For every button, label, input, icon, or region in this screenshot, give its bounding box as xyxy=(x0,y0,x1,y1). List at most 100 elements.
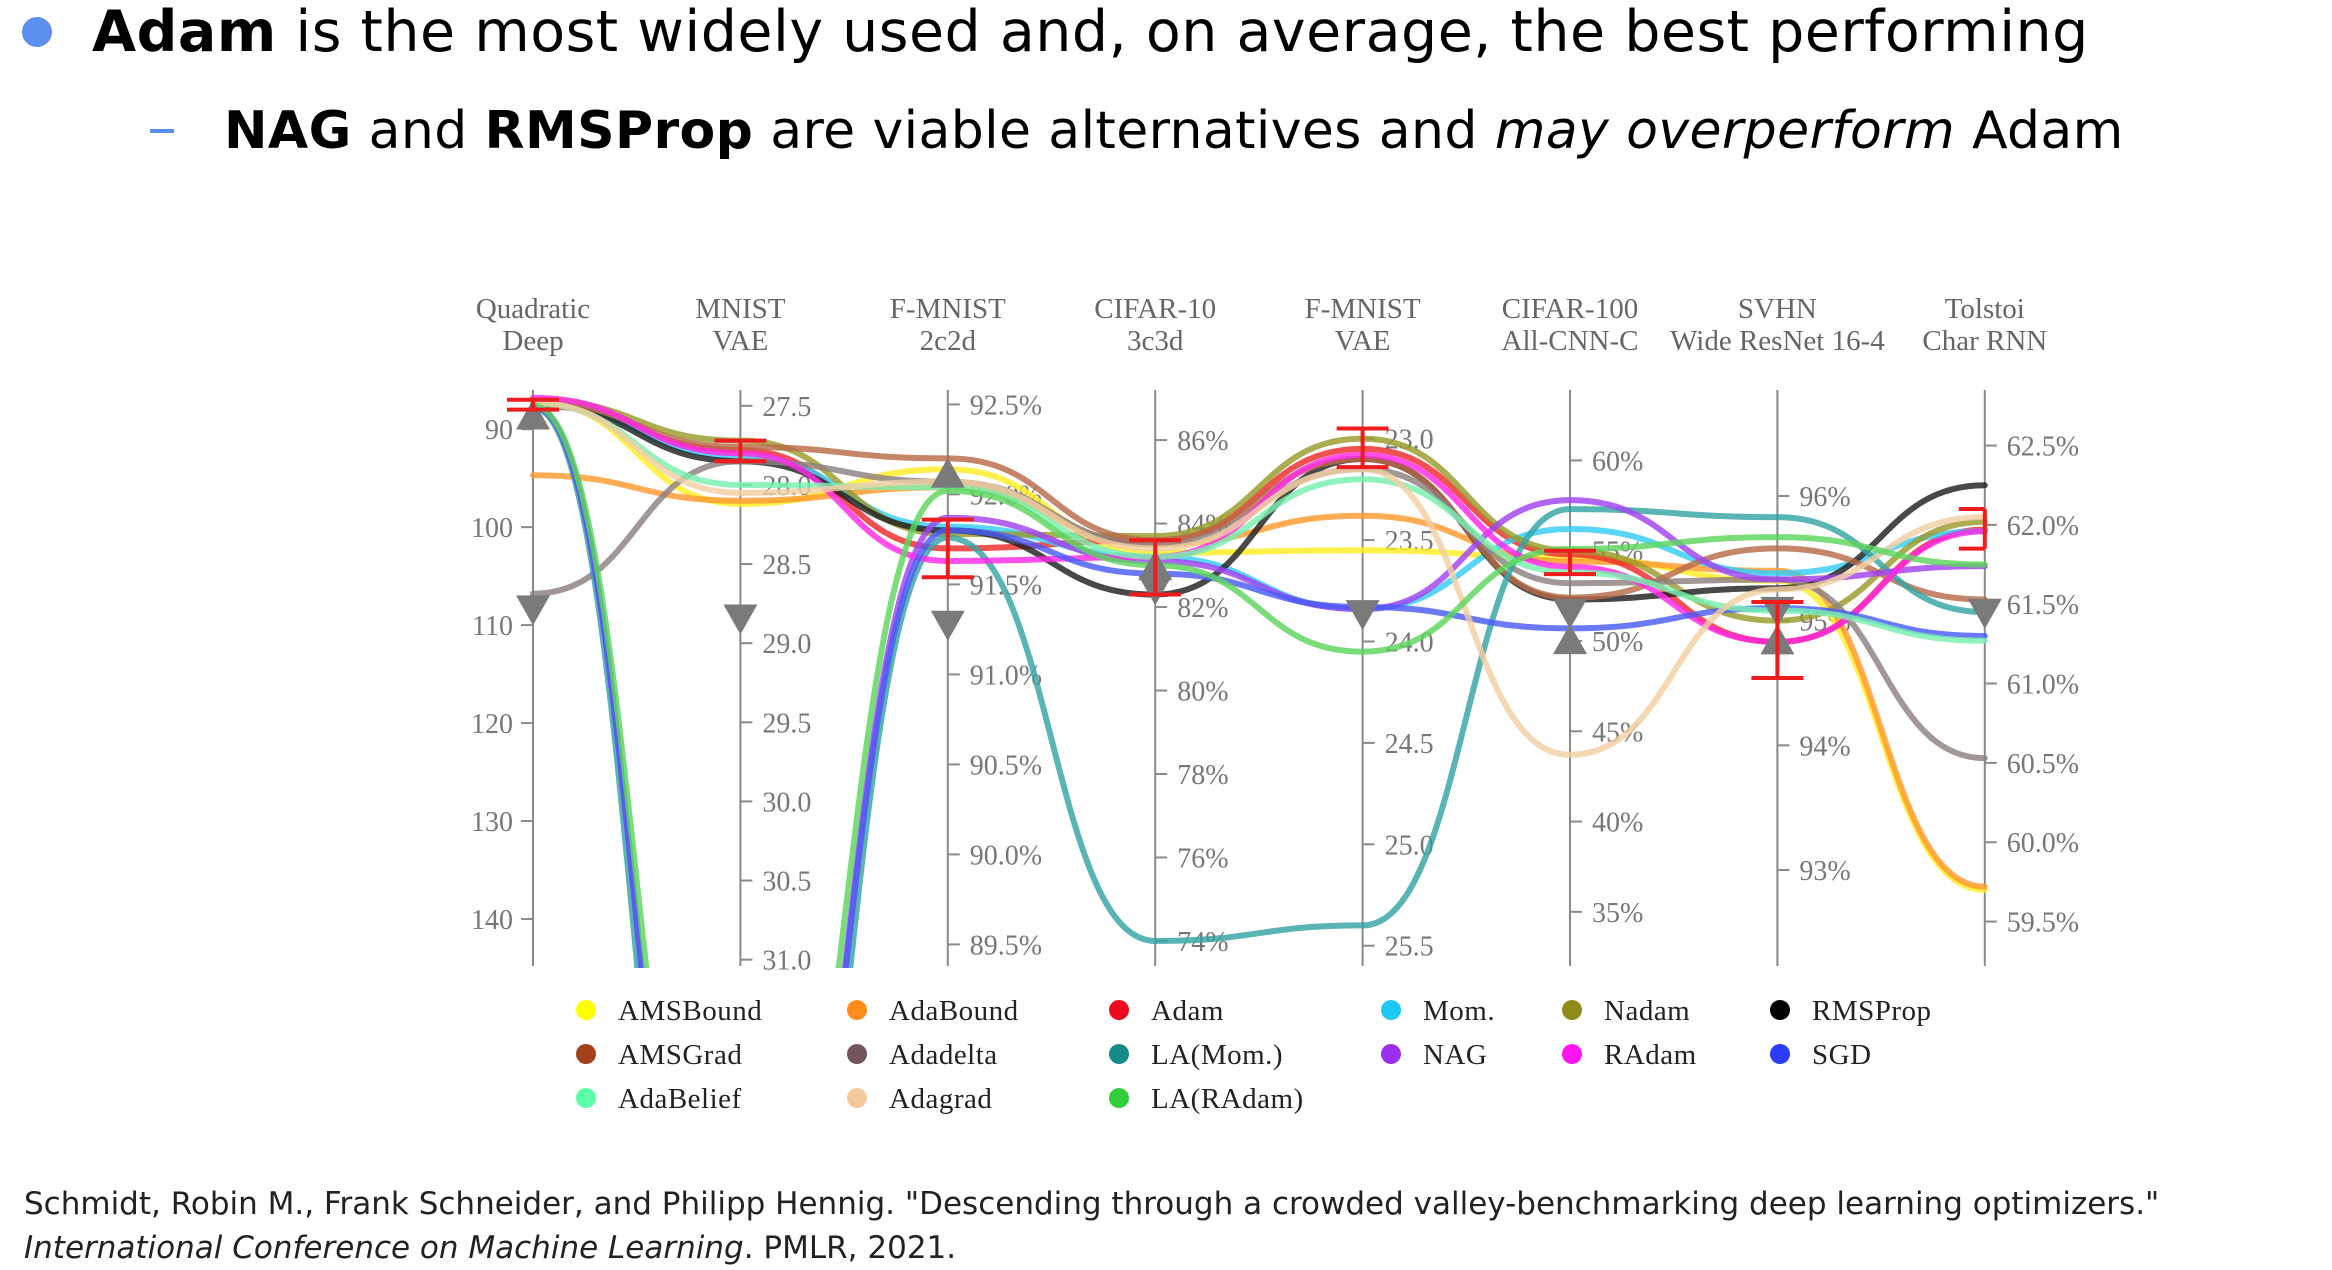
legend-swatch-icon xyxy=(1109,1000,1129,1020)
legend-swatch-icon xyxy=(1562,1044,1582,1064)
bullet-sub: NAG and RMSProp are viable alternatives … xyxy=(150,96,2124,166)
worst-marker-triangle xyxy=(723,604,758,635)
tick-label: 61.0% xyxy=(2007,670,2079,701)
axis-title: CIFAR-100 xyxy=(1502,293,1638,325)
worst-marker-triangle xyxy=(930,610,965,641)
tick-label: 130 xyxy=(471,807,513,838)
series-lines xyxy=(530,394,1988,968)
bullet-sub-and: and xyxy=(351,101,485,161)
worst-marker-triangle xyxy=(1553,598,1587,629)
bullet-main-rest: is the most widely used and, on average,… xyxy=(276,0,2089,65)
tick-label: 78% xyxy=(1177,760,1228,791)
legend-label: NAG xyxy=(1423,1039,1487,1071)
series-line-adagrad xyxy=(530,399,1988,758)
legend-label: Mom. xyxy=(1423,995,1495,1027)
axis-title: VAE xyxy=(1335,325,1391,357)
citation-line-2: International Conference on Machine Lear… xyxy=(24,1226,2159,1270)
legend-item: RMSProp xyxy=(1770,995,1932,1027)
bullet-sub-italic: may overperform xyxy=(1494,101,1956,161)
legend-item: RAdam xyxy=(1562,1039,1697,1071)
legend-swatch-icon xyxy=(576,1044,596,1064)
axis-title: Wide ResNet 16-4 xyxy=(1670,325,1885,357)
tick-label: 76% xyxy=(1177,843,1228,874)
legend-swatch-icon xyxy=(576,1088,596,1108)
tick-label: 89.5% xyxy=(970,930,1042,961)
tick-label: 29.0 xyxy=(762,629,811,660)
best-marker-triangle xyxy=(930,457,965,488)
tick-label: 24.5 xyxy=(1385,729,1434,760)
legend-label: AMSBound xyxy=(618,995,762,1027)
legend-item: Adagrad xyxy=(847,1083,992,1115)
legend-item: AMSBound xyxy=(576,995,762,1027)
tick-label: 100 xyxy=(471,513,513,544)
tick-label: 29.5 xyxy=(762,708,811,739)
legend-item: Adadelta xyxy=(847,1039,997,1071)
worst-marker-triangle xyxy=(516,595,550,626)
best-marker-triangle xyxy=(1553,624,1587,655)
legend-label: RMSProp xyxy=(1812,995,1932,1027)
tick-label: 120 xyxy=(471,709,513,740)
tick-label: 27.5 xyxy=(762,392,811,423)
tick-label: 59.5% xyxy=(2007,908,2079,939)
series-line-la-radam- xyxy=(530,402,1988,968)
series-line-la-mom- xyxy=(530,404,1988,968)
legend-item: AdaBound xyxy=(847,995,1019,1027)
axis-title: CIFAR-10 xyxy=(1094,293,1216,325)
legend-swatch-icon xyxy=(1770,1000,1790,1020)
tick-label: 82% xyxy=(1177,593,1228,624)
legend-label: LA(RAdam) xyxy=(1151,1083,1304,1115)
citation: Schmidt, Robin M., Frank Schneider, and … xyxy=(24,1182,2159,1270)
legend-swatch-icon xyxy=(1109,1088,1129,1108)
series-line-sgd xyxy=(530,403,1988,968)
tick-label: 90 xyxy=(485,415,513,446)
tick-label: 90.5% xyxy=(970,750,1042,781)
legend-label: AdaBelief xyxy=(618,1083,742,1115)
legend-label: Adagrad xyxy=(889,1083,992,1115)
legend-swatch-icon xyxy=(1381,1000,1401,1020)
legend-item: LA(RAdam) xyxy=(1109,1083,1304,1115)
tick-label: 92.5% xyxy=(970,390,1042,421)
legend-swatch-icon xyxy=(1562,1000,1582,1020)
tick-label: 28.5 xyxy=(762,550,811,581)
legend-label: AdaBound xyxy=(889,995,1019,1027)
bullet-sub-bold-rmsprop: RMSProp xyxy=(484,101,754,161)
legend-item: AMSGrad xyxy=(576,1039,742,1071)
tick-label: 80% xyxy=(1177,677,1228,708)
series-line-radam xyxy=(530,394,1988,645)
legend-label: AMSGrad xyxy=(618,1039,742,1071)
legend-item: Adam xyxy=(1109,995,1224,1027)
tick-label: 60% xyxy=(1592,446,1643,477)
legend-swatch-icon xyxy=(576,1000,596,1020)
axes-layer: QuadraticDeep90100110120130140MNISTVAE27… xyxy=(471,293,2079,977)
axis-title: MNIST xyxy=(695,293,786,325)
citation-publisher: . PMLR, 2021. xyxy=(743,1230,957,1266)
tick-label: 40% xyxy=(1592,808,1643,839)
axis-title: Quadratic xyxy=(476,293,590,325)
axis-title: F-MNIST xyxy=(890,293,1006,325)
tick-label: 62.5% xyxy=(2007,432,2079,463)
axis-title: Char RNN xyxy=(1922,325,2047,357)
tick-label: 62.0% xyxy=(2007,511,2079,542)
legend-swatch-icon xyxy=(1109,1044,1129,1064)
axis-title: Tolstoi xyxy=(1945,293,2025,325)
citation-line-1: Schmidt, Robin M., Frank Schneider, and … xyxy=(24,1186,2160,1222)
tick-label: 96% xyxy=(1799,482,1850,513)
legend-label: RAdam xyxy=(1604,1039,1697,1071)
tick-label: 35% xyxy=(1592,898,1643,929)
legend-item: LA(Mom.) xyxy=(1109,1039,1283,1071)
bullet-main-text: Adam is the most widely used and, on ave… xyxy=(92,0,2089,65)
legend-label: Adam xyxy=(1151,995,1224,1027)
tick-label: 61.5% xyxy=(2007,590,2079,621)
legend-item: SGD xyxy=(1770,1039,1871,1071)
axis-title: 3c3d xyxy=(1127,325,1184,357)
axis-title: F-MNIST xyxy=(1305,293,1421,325)
legend-label: Nadam xyxy=(1604,995,1690,1027)
worst-marker-triangle xyxy=(1345,600,1380,631)
tick-label: 60.0% xyxy=(2007,828,2079,859)
legend-item: NAG xyxy=(1381,1039,1487,1071)
citation-venue: International Conference on Machine Lear… xyxy=(24,1230,744,1266)
legend-swatch-icon xyxy=(847,1000,867,1020)
tick-label: 60.5% xyxy=(2007,749,2079,780)
legend: AMSBound AdaBound Adam Mom. Nadam RMSProp AMSG… xyxy=(576,995,1932,1115)
